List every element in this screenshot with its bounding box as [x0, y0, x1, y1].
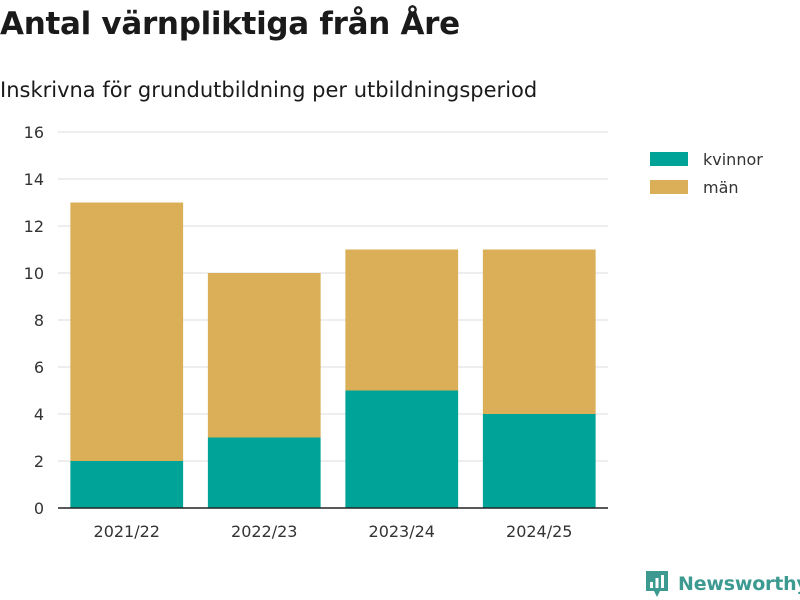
y-tick-label: 10 — [24, 264, 44, 283]
x-tick-label: 2023/24 — [369, 522, 435, 541]
bar-man — [70, 202, 184, 461]
bar-kvinnor — [70, 461, 184, 508]
bar-kvinnor — [207, 437, 321, 508]
brand-logo: Newsworthy — [644, 568, 800, 600]
y-tick-label: 16 — [24, 123, 44, 142]
y-tick-label: 8 — [34, 311, 44, 330]
bar-kvinnor — [345, 390, 459, 508]
x-tick-label: 2022/23 — [231, 522, 297, 541]
legend-label: män — [703, 178, 739, 197]
bar-man — [482, 249, 596, 414]
legend-label: kvinnor — [703, 150, 763, 169]
y-tick-label: 6 — [34, 358, 44, 377]
x-tick-label: 2021/22 — [94, 522, 160, 541]
bar-man — [345, 249, 459, 391]
newsworthy-logo-icon — [646, 571, 668, 597]
bar-kvinnor — [482, 414, 596, 508]
chart-subtitle: Inskrivna för grundutbildning per utbild… — [0, 78, 538, 102]
legend-swatch — [650, 180, 688, 194]
x-tick-label: 2024/25 — [506, 522, 572, 541]
legend-swatch — [650, 152, 688, 166]
y-tick-label: 0 — [34, 499, 44, 518]
stacked-bar-chart: 0 2 4 6 8 10 12 14 16 2021/22 2022/23 2023/24 2024/2… — [24, 123, 764, 541]
y-tick-label: 14 — [24, 170, 44, 189]
y-tick-label: 12 — [24, 217, 44, 236]
y-tick-label: 4 — [34, 405, 44, 424]
brand-name: Newsworthy — [678, 573, 800, 595]
y-tick-label: 2 — [34, 452, 44, 471]
chart-title: Antal värnpliktiga från Åre — [0, 6, 460, 42]
bar-man — [207, 273, 321, 438]
